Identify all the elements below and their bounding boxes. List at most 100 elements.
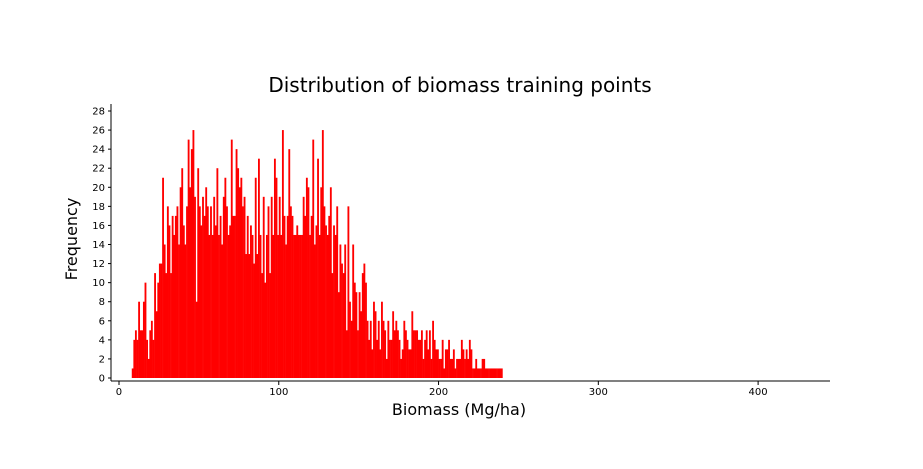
histogram-bar [398,339,401,378]
histogram-bar [363,263,366,378]
x-axis-label: Biomass (Mg/ha) [392,400,526,419]
histogram-bar [470,349,473,378]
histogram-bar [219,215,222,378]
histogram-bar [208,234,211,378]
histogram-bar [280,234,283,378]
histogram-bar [248,254,251,378]
histogram-bar [374,311,377,378]
y-tick-label: 4 [99,335,105,346]
histogram-bar [152,339,155,378]
histogram-bar [254,177,257,378]
histogram-bar [147,358,150,378]
histogram-bar [162,177,164,378]
histogram-bar [195,301,198,378]
histogram-bar [336,206,339,378]
histogram-bar [232,215,235,378]
histogram-bar [481,358,484,378]
histogram-bar [483,358,486,378]
histogram-bar [301,234,303,378]
histogram-bar [401,349,404,378]
histogram-bar [203,215,206,378]
x-tick-label: 400 [749,387,768,398]
histogram-bar [390,339,393,378]
histogram-bar [368,339,371,378]
histogram-bar [344,244,347,378]
histogram-bar [318,234,321,378]
histogram-bar [389,339,391,378]
histogram-bar [173,234,176,378]
y-tick-label: 22 [92,164,105,175]
histogram-bar [373,301,375,378]
histogram-bar [449,358,452,378]
histogram-bar [476,368,479,378]
histogram-bar [264,282,267,378]
histogram-bar [250,225,252,378]
histogram-bar [489,368,492,378]
histogram-bar [464,358,466,378]
histogram-bar [305,177,308,378]
histogram-bar [353,282,356,378]
histogram-bar [408,349,411,378]
histogram-bar [325,225,327,378]
histogram-bar [235,149,238,378]
histogram-bar [256,254,259,378]
histogram-bar [360,311,363,378]
histogram-bar [294,234,297,378]
histogram-bar [272,234,275,378]
y-tick-label: 20 [92,183,105,194]
histogram-bar [420,330,423,378]
histogram-bar [419,339,422,378]
histogram-bar [438,358,441,378]
histogram-bar [273,158,276,378]
histogram-bar [302,196,305,378]
histogram-bar [435,349,438,378]
y-tick-label: 10 [92,278,105,289]
histogram-bar [155,311,158,378]
histogram-bar [331,273,334,378]
x-ticks-group: 0 100 200 300 400 [116,381,768,398]
histogram-bar [150,320,153,378]
histogram-bar [384,330,387,378]
histogram-bar [358,292,361,378]
histogram-bar [218,234,220,378]
histogram-bar [286,215,289,378]
histogram-bar [222,196,225,378]
histogram-bar [416,330,419,378]
y-tick-label: 8 [99,297,105,308]
histogram-bar [277,234,280,378]
histogram-bar [136,339,139,378]
histogram-bar [246,215,249,378]
histogram-bar [227,234,230,378]
histogram-bar [393,330,396,378]
histogram-bar [355,292,358,378]
histogram-bar [243,196,246,378]
histogram-bar [160,263,163,378]
histogram-bar [291,215,294,378]
histogram-bar [496,368,498,378]
histogram-bar [379,349,382,378]
y-axis-label: Frequency [62,198,81,281]
histogram-bar [369,320,372,378]
histogram-bar [432,320,434,378]
histogram-bar [473,368,476,378]
histogram-bar [454,368,457,378]
histogram-bar [262,196,265,378]
histogram-bar [357,330,359,378]
histogram-bar [425,330,428,378]
histogram-bar [198,206,201,378]
histogram-bar [381,301,383,378]
histogram-bar [422,358,425,378]
histogram-bar [441,339,444,378]
histogram-bar [238,187,241,378]
y-tick-label: 2 [99,354,105,365]
histogram-bar [499,368,502,378]
histogram-bar [253,263,256,378]
histogram-bar [216,168,219,378]
bars-group [131,130,503,378]
histogram-bar [309,234,311,378]
histogram-bar [181,168,184,378]
histogram-bar [371,349,374,378]
x-tick-label: 100 [269,387,288,398]
histogram-bar [411,311,414,378]
